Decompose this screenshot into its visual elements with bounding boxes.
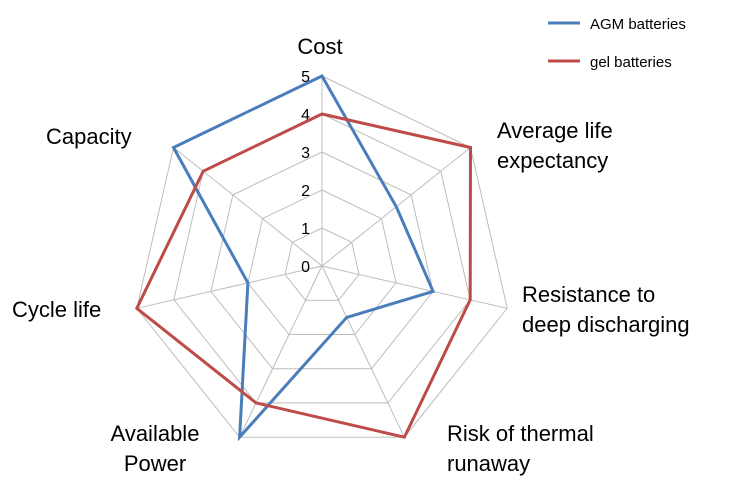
axis-spoke-4: [239, 265, 323, 438]
category-label-2-line-1: deep discharging: [522, 312, 690, 337]
tick-label-1: 1: [301, 221, 310, 238]
legend: AGM batteries gel batteries: [548, 16, 686, 71]
category-label-2-line-0: Resistance to: [522, 282, 655, 307]
grid-ring-5: [136, 75, 508, 438]
radial-tick-labels: 0 1 2 3 4 5: [301, 69, 310, 276]
tick-label-5: 5: [301, 69, 310, 86]
category-label-6: Capacity: [46, 124, 132, 149]
series-line-agm: [171, 74, 436, 442]
grid-ring-2: [247, 189, 397, 335]
grid-ring-1: [284, 227, 360, 301]
axis-spoke-2: [321, 265, 508, 309]
axis-spoke-5: [136, 265, 323, 309]
tick-label-0: 0: [301, 259, 310, 276]
category-labels: Cost Average life expectancy Resistance to d…: [12, 34, 690, 476]
grid-ring-3: [210, 151, 434, 370]
legend-label-agm: AGM batteries: [590, 16, 686, 33]
category-label-3-line-0: Risk of thermal: [447, 421, 594, 446]
category-label-1-line-1: expectancy: [497, 148, 608, 173]
category-label-0: Cost: [297, 34, 342, 59]
series-line-gel: [134, 112, 473, 439]
tick-label-3: 3: [301, 145, 310, 162]
category-label-4-line-1: Power: [124, 451, 186, 476]
category-label-4-line-0: Available: [111, 421, 200, 446]
tick-label-2: 2: [301, 183, 310, 200]
category-label-1-line-0: Average life: [497, 118, 613, 143]
tick-label-4: 4: [301, 107, 310, 124]
radar-grid: [136, 75, 508, 438]
category-label-3-line-1: runaway: [447, 451, 530, 476]
legend-label-gel: gel batteries: [590, 54, 672, 71]
axis-spoke-3: [321, 265, 405, 438]
radar-series: [134, 74, 473, 442]
category-label-5: Cycle life: [12, 297, 101, 322]
axis-spoke-6: [173, 147, 323, 267]
